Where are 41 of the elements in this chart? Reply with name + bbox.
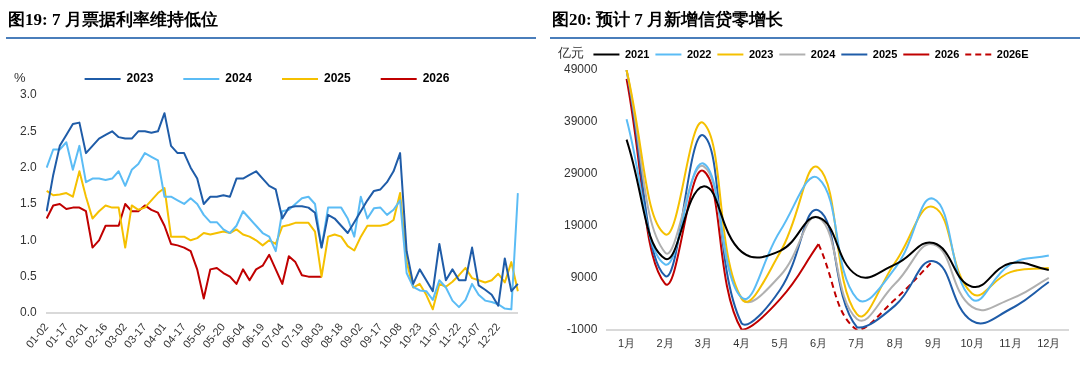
x-tick-label: 7月 [848,337,866,350]
legend-label: 2025 [872,47,898,60]
x-tick-label: 2月 [656,337,674,350]
legend-label: 2022 [686,47,712,60]
y-tick-label: 0.0 [19,305,37,320]
legend-label: 2023 [126,71,154,86]
y-tick-label: 2.5 [19,123,37,138]
x-tick-label: 5月 [771,337,789,350]
legend-label: 2021 [624,47,650,60]
y-tick-label: 29000 [563,166,598,181]
legend-label: 2026E [996,47,1029,60]
x-tick-label: 10月 [960,337,984,350]
y-tick-label: 2.0 [19,159,37,174]
y-tick-label: 19000 [563,218,598,233]
y-axis-title: % [14,70,26,86]
y-tick-label: 9000 [570,270,598,285]
x-tick-label: 12月 [1037,337,1061,350]
line-series [625,138,1050,288]
y-tick-label: 0.5 [19,268,37,283]
x-tick-label: 9月 [925,337,943,350]
y-axis-title: 亿元 [557,45,584,61]
legend-label: 2026 [422,71,450,86]
y-tick-label: 1.0 [19,232,37,247]
x-tick-label: 3月 [694,337,712,350]
legend-label: 2025 [324,71,352,86]
legend-label: 2024 [225,71,253,86]
legend-label: 2023 [748,47,774,60]
legend-label: 2024 [810,47,837,60]
chart-title: 图20: 预计 7 月新增信贷零增长 [550,4,1080,39]
y-tick-label: 39000 [563,114,598,129]
legend-label: 2026 [934,47,960,60]
x-tick-label: 4月 [733,337,751,350]
x-tick-label: 6月 [809,337,828,350]
x-tick-label: 11月 [999,337,1022,350]
y-tick-label: 3.0 [19,87,37,102]
chart-title: 图19: 7 月票据利率维持低位 [6,4,536,39]
y-tick-label: 1.5 [19,196,37,211]
x-tick-label: 8月 [886,337,904,350]
y-tick-label: 49000 [563,62,598,77]
y-tick-label: -1000 [566,322,598,337]
x-tick-label: 1月 [618,337,636,350]
